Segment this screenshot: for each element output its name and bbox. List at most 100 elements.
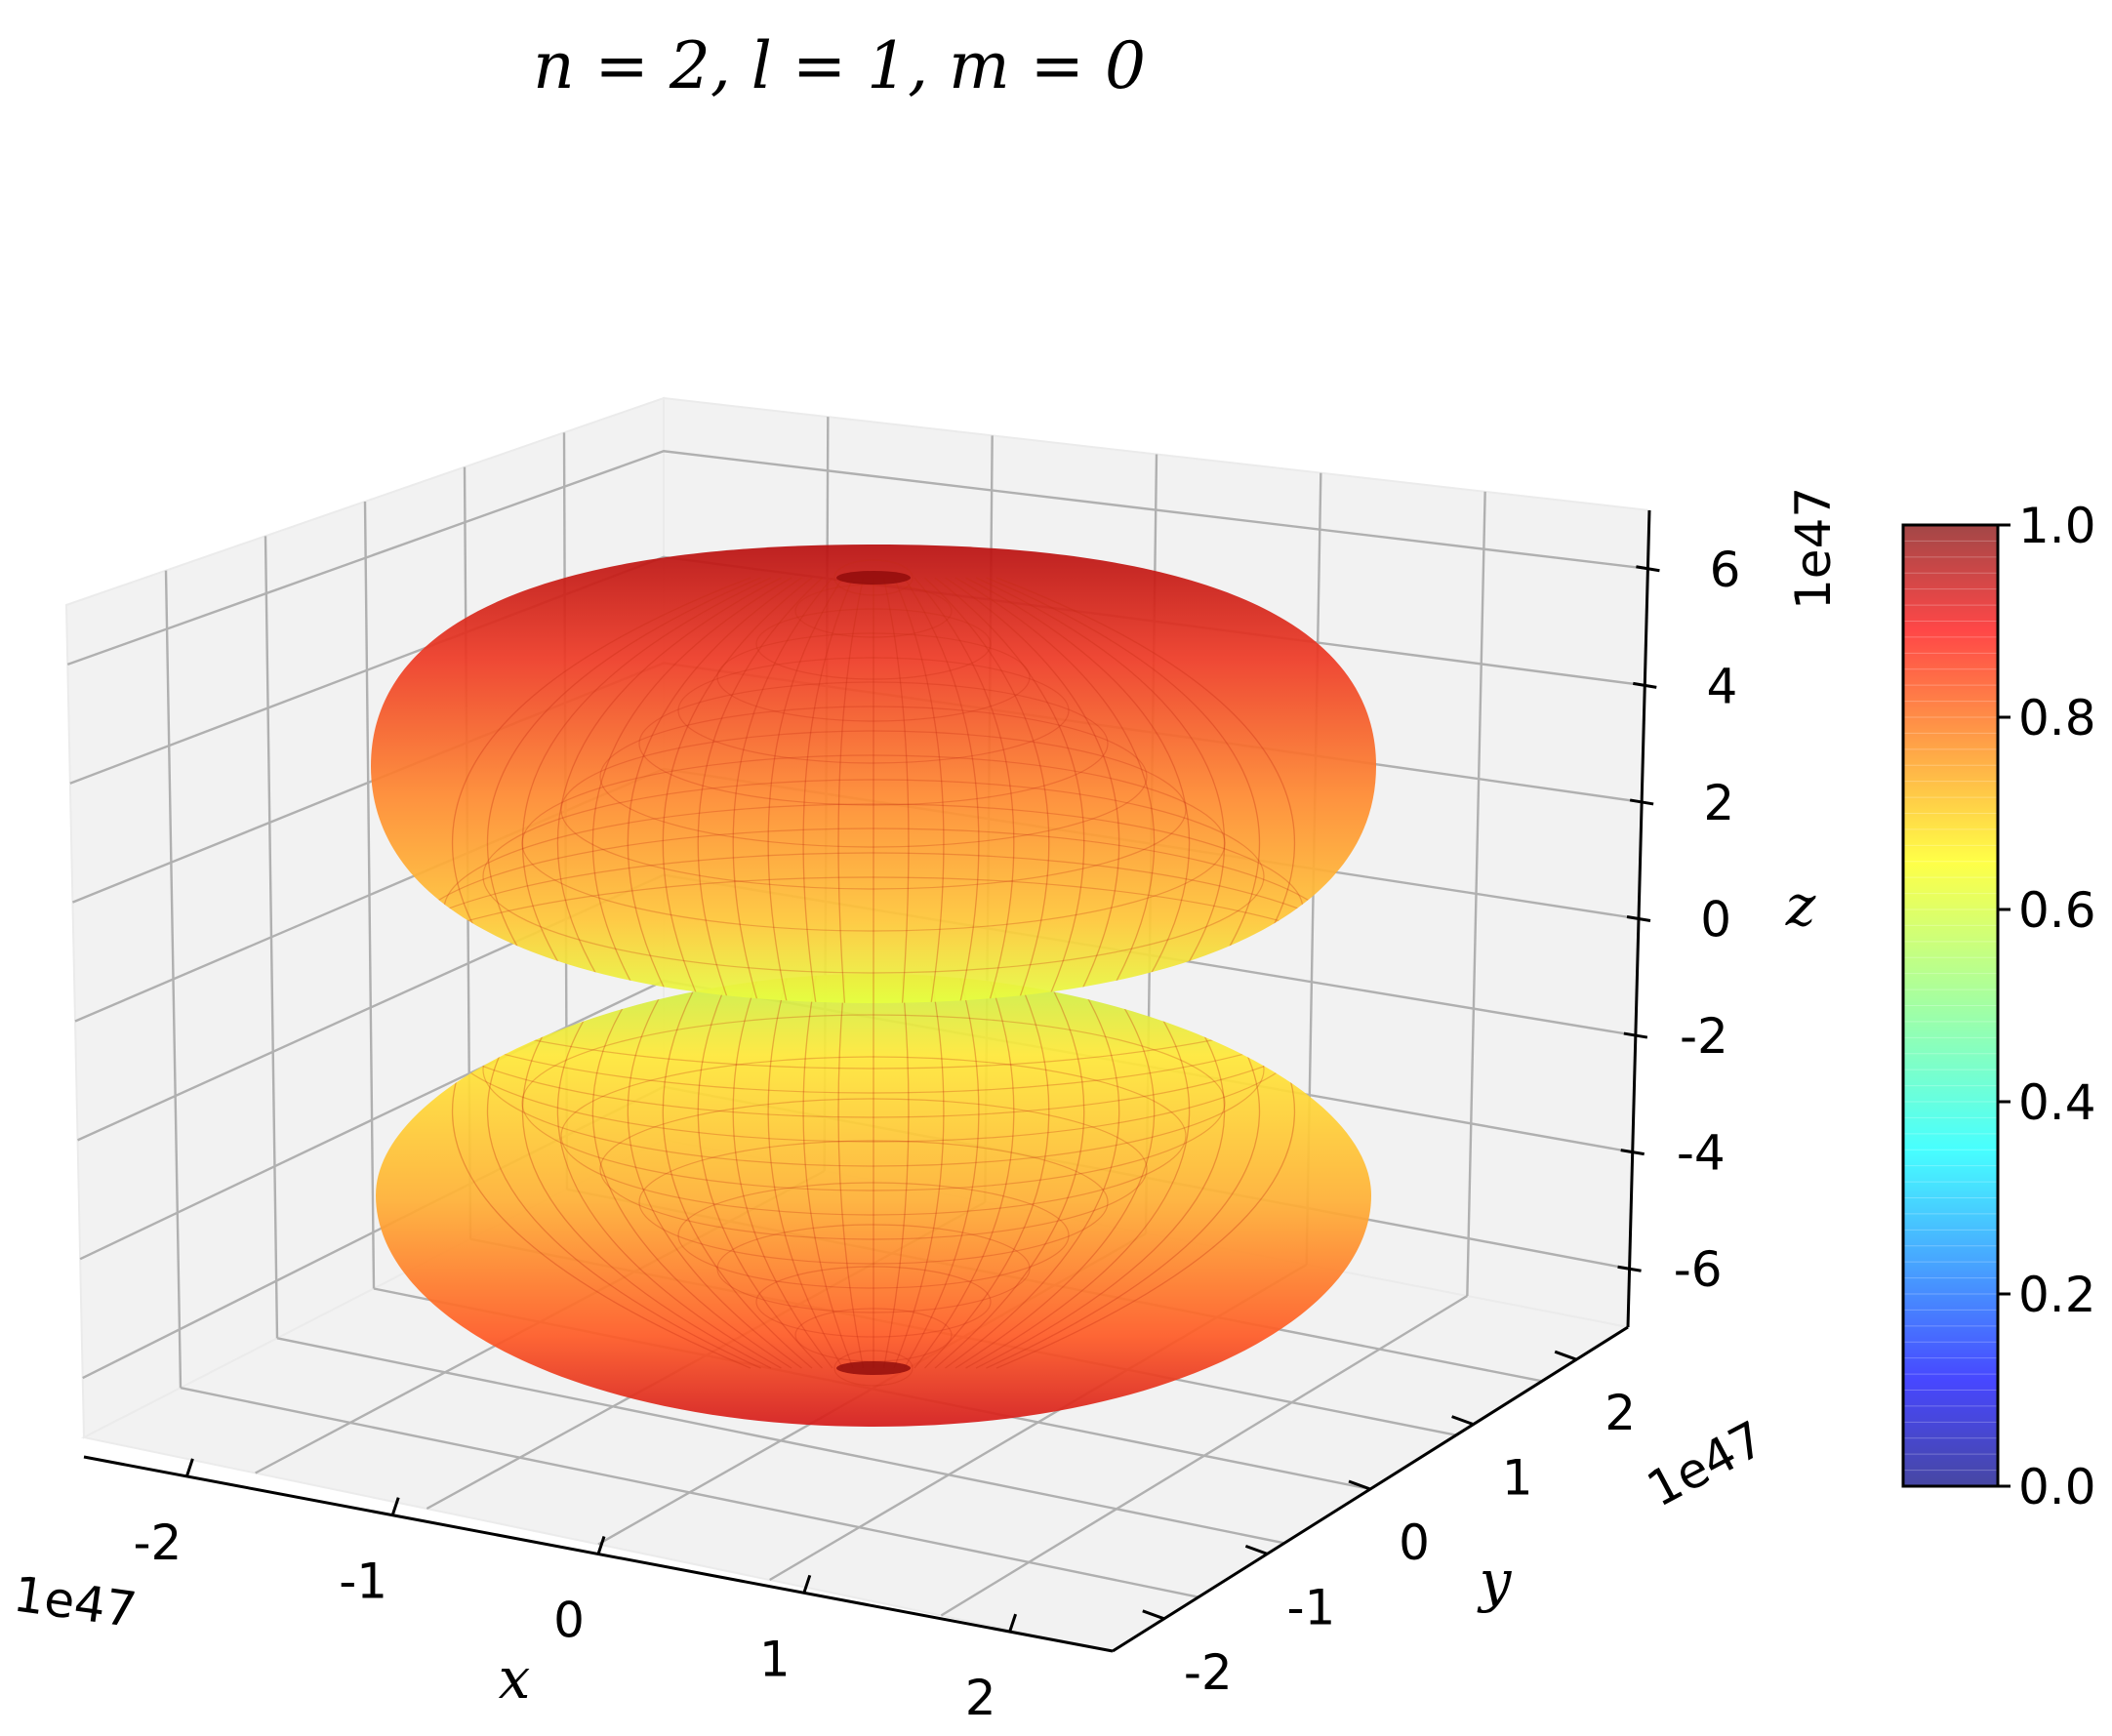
mesh-line — [376, 974, 1371, 1070]
mesh-line — [638, 1140, 1109, 1265]
z-axis-label: z — [1785, 872, 1816, 939]
mesh-line — [599, 1098, 1148, 1240]
y-tick-mark — [1451, 1415, 1475, 1427]
mesh-line — [371, 876, 1376, 1003]
grid-line — [940, 1294, 1468, 1617]
mesh-line — [767, 577, 844, 1003]
x-offset-label: 1e47 — [10, 1565, 140, 1638]
z-tick-label: 2 — [1703, 775, 1734, 831]
mesh-line — [376, 974, 1371, 1094]
x-tick-mark — [184, 1458, 194, 1477]
mesh-line — [697, 974, 823, 1369]
colorbar-tick-label: 0.0 — [2018, 1459, 2096, 1515]
x-tick-mark — [1008, 1613, 1018, 1633]
mesh-line — [802, 577, 854, 1003]
mesh-line — [755, 1266, 992, 1338]
z-offset-label: 1e47 — [1785, 487, 1842, 610]
z-tick-mark — [1629, 798, 1654, 806]
mesh-line — [627, 577, 802, 1003]
mesh-line — [924, 974, 1050, 1369]
y-tick-label: -2 — [1184, 1644, 1233, 1701]
x-tick-mark — [596, 1536, 606, 1554]
z-tick-label: 6 — [1710, 542, 1741, 598]
mesh-line — [732, 577, 833, 1003]
upper-lobe-pole — [836, 571, 911, 585]
mesh-line — [732, 974, 833, 1369]
x-tick-label: 0 — [553, 1593, 585, 1649]
z-tick-label: -6 — [1674, 1241, 1723, 1298]
mesh-line — [954, 577, 1156, 1003]
colorbar: 1.0 0.8 0.6 0.4 0.2 0.0 — [1901, 498, 2096, 1515]
mesh-line — [945, 974, 1120, 1369]
x-tick-label: 2 — [965, 1670, 996, 1726]
mesh-line — [627, 974, 802, 1369]
y-tick-mark — [1554, 1350, 1577, 1361]
y-tick-mark — [1244, 1544, 1268, 1555]
colorbar-fill — [1903, 525, 1998, 1486]
y-tick-label: 0 — [1399, 1514, 1430, 1571]
y-offset-label: 1e47 — [1638, 1410, 1773, 1517]
colorbar-tick-label: 0.6 — [2018, 882, 2096, 939]
mesh-line — [638, 681, 1109, 806]
colorbar-tick-label: 0.4 — [2018, 1074, 2096, 1131]
colorbar-tick-label: 1.0 — [2018, 498, 2096, 554]
z-tick-mark — [1620, 1149, 1645, 1156]
lower-lobe-pole — [836, 1361, 911, 1375]
y-tick-mark — [1348, 1479, 1371, 1491]
mesh-line — [677, 1182, 1070, 1289]
mesh-line — [591, 577, 792, 1003]
x-tick-label: -2 — [133, 1514, 182, 1571]
colorbar-tick-label: 0.8 — [2018, 690, 2096, 747]
mesh-line — [482, 974, 1265, 1167]
chart-title: n = 2, l = 1, m = 0 — [533, 28, 1146, 103]
mesh-line — [716, 1224, 1031, 1313]
z-tick-mark — [1623, 1031, 1648, 1039]
y-ticks: -2 -1 0 1 2 — [1142, 1350, 1636, 1701]
x-tick-label: -1 — [339, 1554, 387, 1610]
z-tick-label: 4 — [1706, 658, 1737, 714]
mesh-line — [893, 577, 945, 1003]
z-tick-label: 0 — [1700, 892, 1731, 949]
mesh-line — [914, 974, 1015, 1369]
mesh-line — [924, 577, 1050, 1003]
mesh-line — [599, 706, 1148, 848]
z-tick-mark — [1617, 1265, 1642, 1272]
y-axis-label: y — [1477, 1548, 1513, 1614]
mesh-line — [371, 852, 1376, 1003]
mesh-line — [945, 577, 1120, 1003]
mesh-line — [833, 1350, 914, 1387]
mesh-line — [837, 577, 865, 1003]
mesh-line — [755, 608, 992, 680]
x-axis-label: x — [499, 1645, 531, 1712]
mesh-line — [521, 1014, 1226, 1191]
lower-lobe-fill — [376, 974, 1371, 1427]
y-tick-mark — [1142, 1609, 1165, 1621]
x-ticks: -2 -1 0 1 2 — [133, 1458, 1018, 1726]
x-tick-mark — [390, 1497, 400, 1516]
y-tick-label: -1 — [1286, 1579, 1335, 1635]
mesh-line — [903, 577, 980, 1003]
colorbar-tick-label: 0.2 — [2018, 1267, 2096, 1323]
mesh-line — [560, 1056, 1187, 1216]
z-tick-label: -2 — [1680, 1008, 1728, 1065]
mesh-line — [677, 657, 1070, 764]
z-tick-mark — [1636, 565, 1660, 573]
mesh-line — [662, 974, 813, 1369]
mesh-line — [882, 577, 910, 1003]
mesh-line — [934, 577, 1085, 1003]
x-tick-label: 1 — [759, 1631, 791, 1687]
colorbar-stripes — [1903, 540, 1998, 1472]
y-tick-label: 2 — [1604, 1385, 1636, 1441]
mesh-line — [697, 577, 823, 1003]
upper-lobe-fill — [371, 545, 1376, 1003]
z-tick-mark — [1626, 915, 1651, 922]
y-tick-label: 1 — [1502, 1450, 1533, 1507]
mesh-line — [716, 632, 1031, 722]
mesh-line — [521, 754, 1226, 932]
colorbar-frame — [1901, 523, 2000, 1488]
mesh-line — [934, 974, 1085, 1369]
z-tick-mark — [1633, 681, 1657, 689]
mesh-line — [482, 779, 1265, 974]
mesh-line — [560, 730, 1187, 890]
